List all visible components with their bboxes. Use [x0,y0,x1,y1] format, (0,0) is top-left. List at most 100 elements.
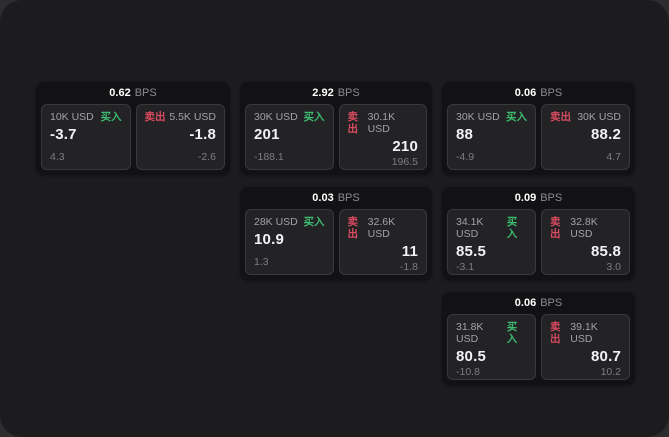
panel-top: 34.1K USD 买入 [456,216,527,240]
buy-price: 10.9 [254,231,284,248]
card-header: 0.62 BPS [36,82,230,104]
bps-value: 0.06 [514,297,537,309]
sell-delta: 10.2 [600,366,621,378]
buy-panel[interactable]: 34.1K USD 买入 85.5 -3.1 [447,209,536,275]
card-header: 0.06 BPS [442,292,635,314]
card-header: 2.92 BPS [240,82,432,104]
sell-size: 39.1K USD [570,321,598,345]
panels-row: 28K USD 买入 10.9 1.3 卖出 32.6K USD 11 -1.8 [240,209,432,280]
buy-delta: 4.3 [50,151,65,163]
buy-size: 30K USD [456,111,500,123]
buy-side-label: 买入 [100,111,122,123]
buy-side-label: 买入 [506,216,518,240]
sell-side-label: 卖出 [347,111,359,135]
buy-size: 10K USD [50,111,94,123]
panels-row: 10K USD 买入 -3.7 4.3 卖出 5.5K USD -1.8 -2.… [36,104,230,175]
sell-price: 85.8 [591,243,621,260]
sell-panel[interactable]: 卖出 32.8K USD 85.8 3.0 [541,209,630,275]
card-header: 0.06 BPS [442,82,635,104]
sell-side-label: 卖出 [550,216,561,240]
bps-unit-label: BPS [337,192,360,204]
bps-value: 2.92 [312,87,334,99]
buy-panel[interactable]: 31.8K USD 买入 80.5 -10.8 [447,314,536,380]
buy-delta: -4.9 [456,151,475,163]
panel-top: 10K USD 买入 [50,111,122,123]
buy-price: 201 [254,126,280,143]
buy-panel[interactable]: 30K USD 买入 201 -188.1 [245,104,334,170]
sell-delta: 3.0 [606,261,621,273]
buy-price: 85.5 [456,243,486,260]
bps-unit-label: BPS [540,297,563,309]
buy-delta: -3.1 [456,261,475,273]
quote-grid: 0.62 BPS 10K USD 买入 -3.7 4.3 卖出 5.5K USD [36,82,635,385]
sell-delta: 4.7 [606,151,621,163]
buy-panel[interactable]: 30K USD 买入 88 -4.9 [447,104,536,170]
sell-side-label: 卖出 [550,111,571,123]
sell-size: 32.6K USD [367,216,396,240]
sell-panel[interactable]: 卖出 30K USD 88.2 4.7 [541,104,630,170]
buy-panel[interactable]: 10K USD 买入 -3.7 4.3 [41,104,131,170]
panels-row: 30K USD 买入 88 -4.9 卖出 30K USD 88.2 4.7 [442,104,635,175]
buy-panel[interactable]: 28K USD 买入 10.9 1.3 [245,209,334,275]
card-header: 0.03 BPS [240,187,432,209]
quote-card-3: 0.06 BPS 30K USD 买入 88 -4.9 卖出 30K USD [442,82,635,175]
sell-side-label: 卖出 [550,321,561,345]
buy-size: 31.8K USD [456,321,484,345]
sell-size: 5.5K USD [169,111,216,123]
buy-delta: 1.3 [254,256,269,268]
buy-price: 88 [456,126,474,143]
quote-card-1: 0.62 BPS 10K USD 买入 -3.7 4.3 卖出 5.5K USD [36,82,230,175]
sell-price: -1.8 [189,126,216,143]
card-header: 0.09 BPS [442,187,635,209]
panel-top: 卖出 30.1K USD [348,111,419,135]
panel-top: 卖出 5.5K USD [145,111,217,123]
bps-value: 0.06 [514,87,537,99]
panel-top: 卖出 32.8K USD [550,216,621,240]
buy-side-label: 买入 [303,111,325,123]
sell-panel[interactable]: 卖出 5.5K USD -1.8 -2.6 [135,104,225,170]
panel-top: 28K USD 买入 [254,216,325,228]
sell-size: 30.1K USD [367,111,396,135]
sell-side-label: 卖出 [347,216,359,240]
quote-card-2: 2.92 BPS 30K USD 买入 201 -188.1 卖出 30.1K … [240,82,432,175]
sell-delta: 196.5 [391,156,418,168]
sell-price: 210 [392,138,418,155]
sell-panel[interactable]: 卖出 32.6K USD 11 -1.8 [338,209,427,275]
sell-size: 30K USD [577,111,621,123]
buy-side-label: 买入 [506,321,518,345]
buy-size: 34.1K USD [456,216,484,240]
buy-size: 28K USD [254,216,298,228]
buy-size: 30K USD [254,111,298,123]
bps-value: 0.09 [514,192,537,204]
sell-size: 32.8K USD [570,216,598,240]
buy-side-label: 买入 [506,111,527,123]
quote-card-4: 0.03 BPS 28K USD 买入 10.9 1.3 卖出 32.6K US… [240,187,432,280]
sell-price: 11 [401,243,418,260]
bps-unit-label: BPS [134,87,157,99]
panels-row: 30K USD 买入 201 -188.1 卖出 30.1K USD 210 1… [240,104,432,175]
buy-delta: -188.1 [254,151,284,163]
bps-unit-label: BPS [540,192,563,204]
buy-delta: -10.8 [456,366,480,378]
sell-price: 88.2 [591,126,621,143]
panel-top: 卖出 32.6K USD [348,216,419,240]
bps-unit-label: BPS [540,87,563,99]
panels-row: 34.1K USD 买入 85.5 -3.1 卖出 32.8K USD 85.8… [442,209,635,280]
bps-unit-label: BPS [337,87,360,99]
buy-price: 80.5 [456,348,486,365]
sell-price: 80.7 [591,348,621,365]
bps-value: 0.03 [312,192,334,204]
sell-panel[interactable]: 卖出 30.1K USD 210 196.5 [338,104,427,170]
panels-row: 31.8K USD 买入 80.5 -10.8 卖出 39.1K USD 80.… [442,314,635,385]
panel-top: 卖出 30K USD [550,111,621,123]
buy-side-label: 买入 [303,216,325,228]
sell-panel[interactable]: 卖出 39.1K USD 80.7 10.2 [541,314,630,380]
sell-delta: -1.8 [399,261,418,273]
buy-price: -3.7 [50,126,77,143]
panel-top: 31.8K USD 买入 [456,321,527,345]
sell-delta: -2.6 [197,151,216,163]
panel-top: 30K USD 买入 [254,111,325,123]
quote-card-5: 0.09 BPS 34.1K USD 买入 85.5 -3.1 卖出 32.8K… [442,187,635,280]
bps-value: 0.62 [109,87,131,99]
